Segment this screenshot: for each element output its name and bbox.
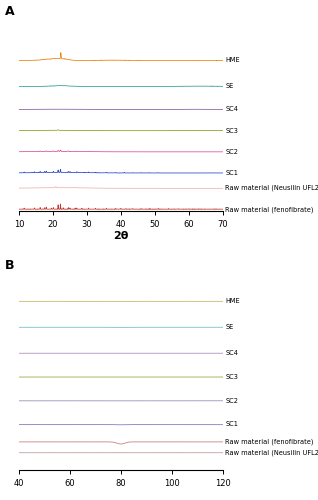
Text: B: B bbox=[5, 259, 14, 272]
Text: SC2: SC2 bbox=[225, 148, 238, 154]
Text: SC4: SC4 bbox=[225, 350, 238, 356]
Text: SC3: SC3 bbox=[225, 374, 238, 380]
Text: HME: HME bbox=[225, 58, 240, 64]
Text: Raw material (Neusilin UFL2): Raw material (Neusilin UFL2) bbox=[225, 449, 318, 456]
X-axis label: 2θ: 2θ bbox=[113, 231, 128, 241]
Text: SC4: SC4 bbox=[225, 106, 238, 112]
Text: Raw material (fenofibrate): Raw material (fenofibrate) bbox=[225, 206, 314, 212]
Text: A: A bbox=[5, 4, 14, 18]
Text: SC1: SC1 bbox=[225, 422, 238, 428]
Text: Raw material (Neusilin UFL2): Raw material (Neusilin UFL2) bbox=[225, 185, 318, 192]
Text: SC3: SC3 bbox=[225, 128, 238, 134]
Text: SC1: SC1 bbox=[225, 170, 238, 176]
Text: SE: SE bbox=[225, 324, 233, 330]
Text: HME: HME bbox=[225, 298, 240, 304]
Text: SC2: SC2 bbox=[225, 398, 238, 404]
Text: Raw material (fenofibrate): Raw material (fenofibrate) bbox=[225, 438, 314, 445]
Text: SE: SE bbox=[225, 84, 233, 89]
